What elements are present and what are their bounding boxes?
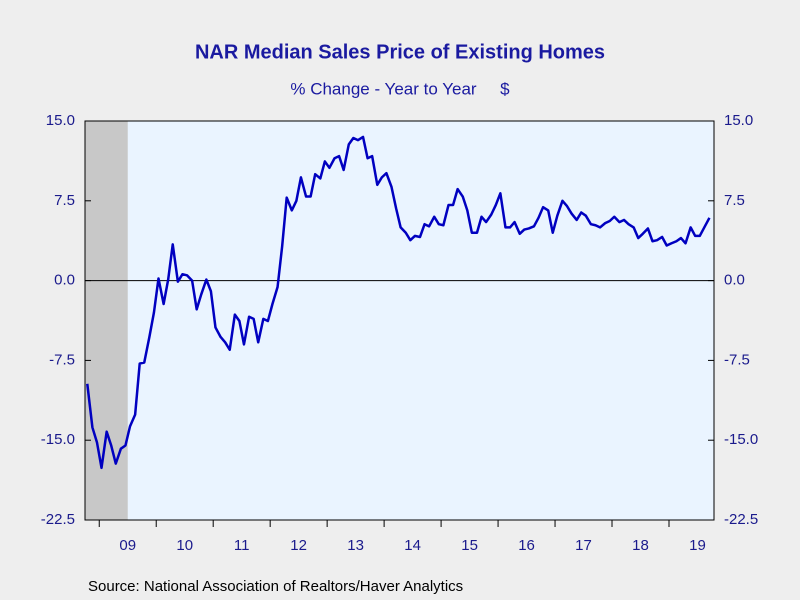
y2-tick-label: 7.5 <box>724 192 745 209</box>
y-tick-label: -7.5 <box>49 351 75 368</box>
x-tick-label: 13 <box>347 537 364 554</box>
y2-tick-label: -22.5 <box>724 511 758 528</box>
x-tick-label: 11 <box>234 537 250 554</box>
x-tick-label: 19 <box>689 537 706 554</box>
source: Source: National Association of Realtors… <box>88 578 463 595</box>
y2-tick-label: 15.0 <box>724 112 753 129</box>
x-tick-label: 09 <box>119 537 136 554</box>
y-tick-label: 7.5 <box>54 192 75 209</box>
y-tick-label: 0.0 <box>54 272 75 289</box>
x-tick-label: 10 <box>176 537 193 554</box>
chart-title: NAR Median Sales Price of Existing Homes <box>195 41 605 63</box>
recession-shade <box>85 121 128 520</box>
y-tick-label: -15.0 <box>41 431 75 448</box>
plot-area <box>85 121 714 520</box>
x-tick-label: 17 <box>575 537 592 554</box>
x-tick-label: 16 <box>518 537 535 554</box>
y-tick-label: -22.5 <box>41 511 75 528</box>
x-tick-label: 12 <box>290 537 307 554</box>
y-tick-label: 15.0 <box>46 112 75 129</box>
y2-tick-label: 0.0 <box>724 272 745 289</box>
chart-subtitle: % Change - Year to Year $ <box>290 79 510 98</box>
x-tick-label: 18 <box>632 537 649 554</box>
y2-tick-label: -7.5 <box>724 351 750 368</box>
x-tick-label: 15 <box>461 537 478 554</box>
data-line <box>86 135 711 470</box>
plot-border <box>84 120 715 521</box>
y2-tick-label: -15.0 <box>724 431 758 448</box>
x-tick-label: 14 <box>404 537 421 554</box>
